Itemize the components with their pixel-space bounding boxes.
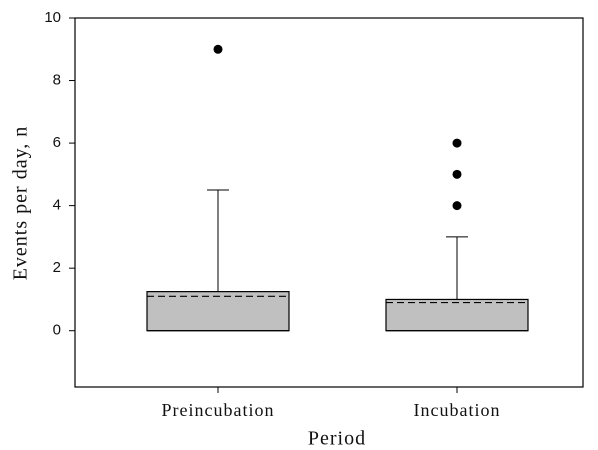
y-tick-label: 10 — [44, 9, 61, 26]
plot-frame — [74, 17, 584, 388]
box — [146, 291, 290, 332]
outlier — [213, 44, 223, 54]
x-axis-title: Period — [308, 428, 366, 450]
outlier — [452, 201, 462, 211]
y-tick-label: 0 — [53, 322, 61, 339]
outlier — [452, 138, 462, 148]
outlier — [452, 169, 462, 179]
y-tick-label: 2 — [53, 259, 61, 276]
x-tick-label: Incubation — [414, 400, 501, 420]
y-tick-label: 6 — [53, 134, 61, 151]
x-tick-label: Preincubation — [162, 400, 275, 420]
y-tick-label: 8 — [53, 72, 61, 89]
box — [385, 298, 529, 332]
y-axis-title: Events per day, n — [10, 126, 32, 281]
y-tick-label: 4 — [53, 197, 61, 214]
